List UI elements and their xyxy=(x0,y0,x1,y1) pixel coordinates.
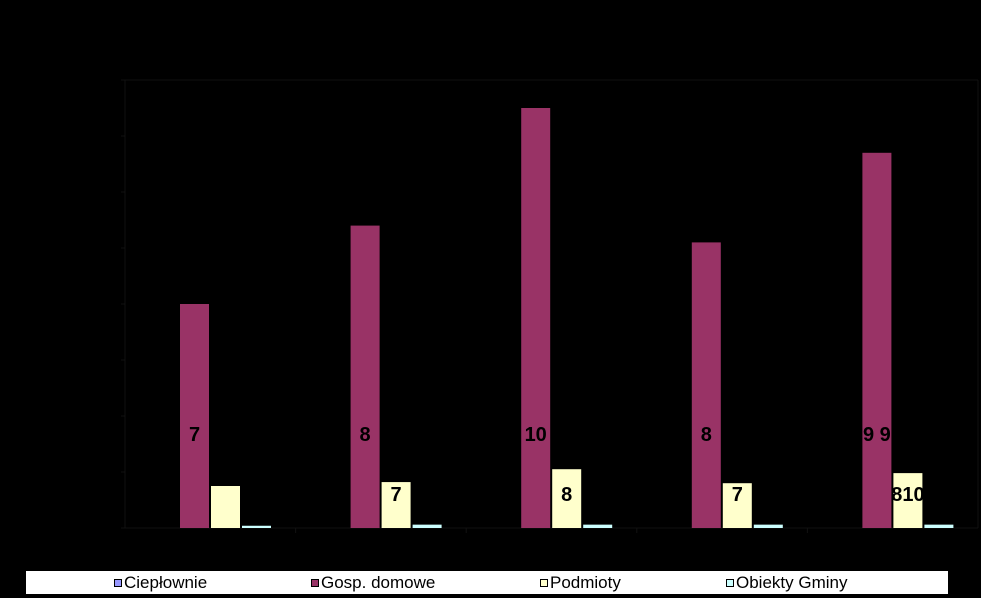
data-label: 7 xyxy=(189,424,200,446)
legend-label-podmioty: Podmioty xyxy=(550,572,621,592)
legend-label-gosp-domowe: Gosp. domowe xyxy=(321,572,436,592)
data-label: 8 xyxy=(360,424,371,446)
bar xyxy=(583,524,613,528)
data-label: 7 xyxy=(391,484,402,506)
data-label: 10 xyxy=(525,424,547,446)
data-label: 8 xyxy=(561,484,572,506)
data-label: 7 xyxy=(732,484,743,506)
bar xyxy=(552,469,582,528)
bar xyxy=(753,524,783,528)
bar xyxy=(412,524,442,528)
legend-item-obiekty-gminy: Obiekty Gminy xyxy=(726,571,847,594)
legend-item-podmioty: Podmioty xyxy=(540,571,621,594)
data-label: 810 xyxy=(891,484,924,506)
bar xyxy=(242,525,271,528)
bar xyxy=(722,483,752,528)
legend-swatch-podmioty xyxy=(540,578,548,587)
legend-swatch-obiekty-gminy xyxy=(726,578,734,587)
bar xyxy=(862,152,892,529)
legend-swatch-cieplownie xyxy=(114,578,122,587)
legend-swatch-gosp-domowe xyxy=(311,578,319,587)
data-label: 8 xyxy=(701,424,712,446)
bar xyxy=(893,473,923,528)
bar xyxy=(381,482,411,528)
bar xyxy=(521,108,551,528)
legend-item-gosp-domowe: Gosp. domowe xyxy=(311,571,435,594)
bar xyxy=(180,304,209,528)
legend: Ciepłownie Gosp. domowe Podmioty Obiekty… xyxy=(26,571,948,594)
legend-label-obiekty-gminy: Obiekty Gminy xyxy=(736,572,848,592)
legend-item-cieplownie: Ciepłownie xyxy=(114,571,207,594)
bar xyxy=(350,225,380,528)
bar xyxy=(924,524,954,528)
bar xyxy=(691,242,721,528)
bar xyxy=(211,486,240,528)
data-label: 9 9 xyxy=(863,424,891,446)
legend-label-cieplownie: Ciepłownie xyxy=(124,572,208,592)
